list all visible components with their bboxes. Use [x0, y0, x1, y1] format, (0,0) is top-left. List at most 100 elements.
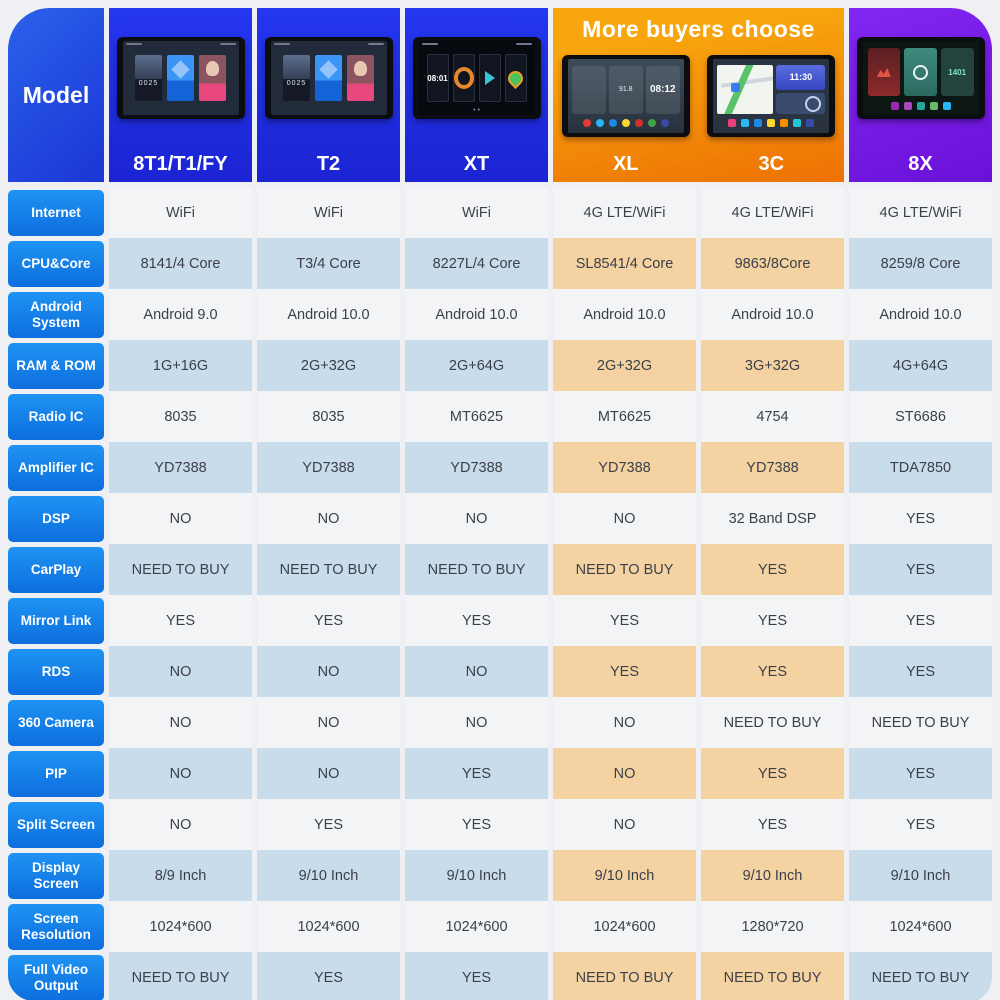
spec-cell: Android 10.0: [849, 289, 992, 340]
row-label-internet: Internet: [8, 189, 104, 236]
spec-cell: 4754: [701, 391, 844, 442]
device-statusbar: [421, 42, 532, 47]
spec-cell: NEED TO BUY: [109, 952, 252, 1000]
device-clock-text: 0025: [138, 80, 159, 87]
spec-cell: WiFi: [257, 187, 400, 238]
app-icon-row: [868, 99, 974, 112]
spec-cell: YD7388: [701, 442, 844, 493]
spec-cell: 4G LTE/WiFi: [553, 187, 696, 238]
radio-icon: [913, 64, 928, 80]
model-name-8x: 8X: [908, 153, 933, 175]
spec-cell: YES: [701, 748, 844, 799]
music-panel: [776, 92, 826, 114]
settings-app-icon: [793, 119, 802, 127]
spec-cell: NEED TO BUY: [849, 697, 992, 748]
device-t2-screenshot: 0025: [270, 41, 387, 115]
spec-cell: NO: [553, 799, 696, 850]
spec-cell: NEED TO BUY: [257, 544, 400, 595]
telegram-app-icon: [741, 119, 750, 127]
device-3c: 11:30: [707, 43, 836, 148]
spec-cell: MT6625: [405, 391, 548, 442]
spec-cell: 8/9 Inch: [109, 850, 252, 901]
row-label-screen-resolution: Screen Resolution: [8, 903, 104, 950]
spec-cell: ST6686: [849, 391, 992, 442]
spec-cell: YES: [701, 595, 844, 646]
bluetooth-app-icon: [608, 119, 617, 127]
3c-panels: 11:30: [717, 64, 826, 114]
music-app-icon: [582, 119, 591, 127]
pagination-dots: • •: [473, 107, 480, 114]
spec-cell: YES: [553, 646, 696, 697]
radio-frequency-text: 91.8: [618, 86, 633, 93]
device-3c-photo: 11:30: [707, 54, 836, 137]
spec-cell: NO: [553, 697, 696, 748]
spec-cell: 9/10 Inch: [553, 850, 696, 901]
spec-cell: 8227L/4 Core: [405, 238, 548, 289]
device-xt: 08:01 • •: [412, 8, 541, 148]
spec-cell: Android 10.0: [553, 289, 696, 340]
spec-cell: 9/10 Inch: [701, 850, 844, 901]
device-8t1-screenshot: 0025: [122, 41, 239, 115]
device-clock-text: 1401: [948, 67, 967, 77]
row-label-split-screen: Split Screen: [8, 801, 104, 848]
spec-cell: YD7388: [109, 442, 252, 493]
row-label-dsp: DSP: [8, 495, 104, 542]
spec-cell: NO: [109, 748, 252, 799]
row-label-pip: PIP: [8, 750, 104, 797]
spec-cell: YES: [405, 952, 548, 1000]
spec-cell: NEED TO BUY: [701, 697, 844, 748]
spec-cell: YES: [405, 595, 548, 646]
8x-panels: 1401: [867, 48, 974, 96]
spec-cell: YES: [405, 748, 548, 799]
spec-cell: YD7388: [553, 442, 696, 493]
spec-cell: YES: [701, 544, 844, 595]
spec-cell: YES: [701, 646, 844, 697]
model-name-xl: XL: [612, 153, 639, 175]
spec-cell: NO: [109, 646, 252, 697]
row-label-full-video-output: Full Video Output: [8, 954, 104, 1000]
car-app-tile: [315, 55, 342, 101]
media-app-icon: [780, 119, 789, 127]
device-8x-photo: 1401: [856, 37, 985, 119]
device-t2-photo: 0025: [264, 37, 393, 119]
spec-cell: YES: [701, 799, 844, 850]
spec-cell: NO: [257, 646, 400, 697]
spec-cell: YES: [849, 646, 992, 697]
map-panel: [717, 64, 774, 114]
spec-cell: 2G+32G: [257, 340, 400, 391]
spec-cell: YES: [553, 595, 696, 646]
bluetooth-card: [478, 54, 501, 102]
spec-cell: 8035: [257, 391, 400, 442]
device-xl: 91.8 08:12: [561, 43, 690, 148]
spec-cell: 4G LTE/WiFi: [849, 187, 992, 238]
equalizer-icon: [876, 68, 891, 77]
clock-panel: 08:12: [645, 65, 680, 114]
clock-panel: 11:30: [776, 64, 826, 90]
apps-icon: [806, 119, 815, 127]
spec-cell: YES: [405, 799, 548, 850]
spec-cell: WiFi: [405, 187, 548, 238]
spec-cell: NO: [109, 493, 252, 544]
spec-cell: NO: [553, 493, 696, 544]
gauge-icon: [805, 95, 822, 112]
spec-cell: NEED TO BUY: [553, 952, 696, 1000]
device-clock-text: 11:30: [789, 72, 813, 83]
spec-cell: 8141/4 Core: [109, 238, 252, 289]
spec-cell: NO: [109, 799, 252, 850]
spec-cell: 9/10 Inch: [257, 850, 400, 901]
apps-icon: [660, 119, 669, 127]
app-icon: [890, 101, 899, 110]
device-clock-text: 08:01: [427, 73, 448, 83]
radio-tile: [904, 48, 937, 96]
spec-cell: 9863/8Core: [701, 238, 844, 289]
app-icon-row: [572, 117, 680, 130]
equalizer-tile: [867, 48, 901, 96]
spec-cell: YES: [849, 748, 992, 799]
orange-columns: 91.8 08:12: [553, 43, 844, 182]
media-artist-tile: [199, 55, 226, 101]
row-label-amplifier-ic: Amplifier IC: [8, 444, 104, 491]
spec-cell: Android 10.0: [701, 289, 844, 340]
device-3c-screenshot: 11:30: [713, 58, 830, 133]
spec-cell: TDA7850: [849, 442, 992, 493]
